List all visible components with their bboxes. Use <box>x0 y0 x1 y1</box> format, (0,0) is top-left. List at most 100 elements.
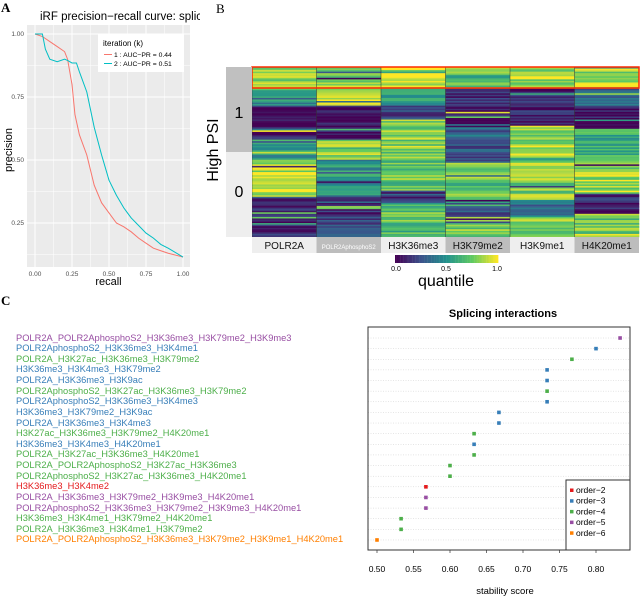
heatmap-cell <box>381 111 446 114</box>
heatmap-cell <box>381 110 446 113</box>
heatmap-cell <box>252 107 317 110</box>
interaction-label: POLR2AphosphoS2_H3K27ac_H3K36me3_H3K79me… <box>16 385 247 396</box>
heatmap-cell <box>574 167 640 170</box>
heatmap-cell <box>574 190 640 193</box>
heatmap-cell <box>252 77 317 80</box>
heatmap-cell <box>445 74 511 77</box>
heatmap-cell <box>381 152 446 154</box>
heatmap-cell <box>574 224 640 227</box>
colorbar-segment <box>420 255 423 263</box>
heatmap-cell <box>381 82 446 85</box>
heatmap-cell <box>316 139 382 142</box>
heatmap-cell <box>510 235 575 238</box>
column-label: POLR2A <box>265 241 305 252</box>
heatmap-cell <box>445 232 511 235</box>
heatmap-cell <box>510 203 575 205</box>
heatmap-cell <box>252 195 317 198</box>
heatmap-cell <box>574 212 640 215</box>
heatmap-cell <box>574 105 640 108</box>
heatmap-cell <box>445 170 511 173</box>
heatmap-cell <box>510 85 575 88</box>
heatmap-cell <box>252 204 317 207</box>
heatmap-cell <box>316 184 382 187</box>
heatmap-cell <box>574 144 640 147</box>
heatmap-cell <box>574 80 640 83</box>
heatmap-cell <box>510 116 575 119</box>
heatmap-cell <box>381 105 446 108</box>
heatmap-cell <box>316 155 382 157</box>
heatmap-cell <box>381 108 446 111</box>
colorbar-segment <box>429 255 432 263</box>
heatmap-cell <box>574 141 640 144</box>
heatmap-cell <box>381 187 446 190</box>
heatmap-cell <box>252 181 317 184</box>
heatmap-cell <box>510 181 575 184</box>
colorbar-segment <box>444 255 447 263</box>
heatmap-cell <box>445 141 511 144</box>
heatmap-cell <box>252 128 317 131</box>
heatmap-cell <box>510 173 575 176</box>
heatmap-cell <box>381 153 446 156</box>
colorbar-segment <box>456 255 459 263</box>
pr-curve-chart: iRF precision−recall curve: splicing 0.0… <box>3 11 200 288</box>
heatmap-cell <box>510 195 575 198</box>
column-label-bg <box>316 237 381 253</box>
heatmap-cell <box>445 216 511 219</box>
series-line-2 <box>35 33 184 258</box>
colorbar-segment <box>487 255 490 263</box>
heatmap-cell <box>445 224 511 227</box>
heatmap-cell <box>574 232 640 235</box>
colorbar-segment <box>424 255 427 263</box>
heatmap-cell <box>574 71 640 74</box>
heatmap-cell <box>574 70 640 72</box>
heatmap-cell <box>252 111 317 114</box>
heatmap-cell <box>252 148 317 151</box>
heatmap-cell <box>381 114 446 117</box>
heatmap-cell <box>252 70 317 72</box>
heatmap-cell <box>316 74 382 77</box>
x-tick-label: 0.70 <box>515 564 532 574</box>
heatmap-cell <box>381 235 446 238</box>
heatmap-cell <box>510 71 575 74</box>
heatmap-cell <box>381 216 446 219</box>
heatmap-cell <box>381 156 446 159</box>
heatmap-cell <box>252 118 317 120</box>
heatmap-cell <box>574 199 640 202</box>
interaction-label: POLR2A_H3K36me3_H3K4me1_H3K79me2 <box>16 523 203 534</box>
heatmap-cell <box>445 213 511 216</box>
heatmap-cell <box>316 121 382 123</box>
colorbar-segment <box>431 255 434 263</box>
heatmap-cell <box>381 71 446 74</box>
heatmap-cell <box>381 170 446 173</box>
heatmap-cell <box>445 136 511 139</box>
heatmap-cell <box>252 130 317 133</box>
heatmap-cell <box>445 144 511 147</box>
heatmap-cell <box>574 179 640 182</box>
heatmap-cell <box>574 189 640 191</box>
heatmap-cell <box>316 221 382 224</box>
heatmap-cell <box>510 136 575 139</box>
heatmap-cell <box>316 108 382 111</box>
heatmap-cell <box>381 127 446 130</box>
heatmap-cell <box>316 114 382 117</box>
heatmap-cell <box>510 198 575 201</box>
heatmap-cell <box>316 99 382 102</box>
heatmap-cell <box>252 96 317 99</box>
heatmap-cell <box>381 201 446 204</box>
heatmap-cell <box>510 104 575 106</box>
heatmap-cell <box>316 203 382 205</box>
heatmap-cell <box>445 110 511 113</box>
heatmap-cell <box>252 104 317 106</box>
heatmap-cell <box>316 133 382 136</box>
heatmap-cell <box>252 124 317 127</box>
heatmap-cell <box>381 130 446 133</box>
heatmap-cell <box>445 181 511 184</box>
heatmap-cell <box>445 176 511 179</box>
heatmap-cell <box>445 221 511 224</box>
heatmap-cell <box>316 223 382 225</box>
colorbar-segment <box>427 255 430 263</box>
heatmap-cell <box>574 110 640 113</box>
heatmap-cell <box>445 195 511 198</box>
heatmap-cell <box>381 186 446 188</box>
heatmap-cell <box>574 158 640 161</box>
